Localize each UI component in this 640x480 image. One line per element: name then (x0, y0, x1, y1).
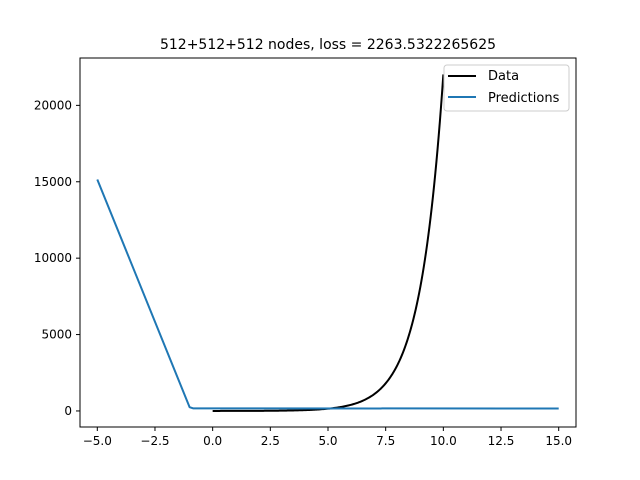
x-tick-label: 15.0 (545, 434, 572, 448)
x-tick-label: 10.0 (430, 434, 457, 448)
series-layer (96, 74, 559, 412)
x-tick-label: 0.0 (203, 434, 222, 448)
x-tick-label: −2.5 (140, 434, 169, 448)
y-tick-label: 5000 (41, 328, 72, 342)
plot-area: −5.0 −2.5 0.0 2.5 5.0 7.5 10.0 12.5 15.0 0 5000 10… (34, 57, 577, 448)
x-axis: −5.0 −2.5 0.0 2.5 5.0 7.5 10.0 12.5 15.0 (83, 427, 572, 448)
y-tick-label: 0 (64, 404, 72, 418)
legend-label-data: Data (488, 69, 519, 84)
y-tick-label: 10000 (34, 251, 72, 265)
series-line-predictions (96, 179, 559, 410)
x-tick-label: 2.5 (261, 434, 280, 448)
y-tick-label: 20000 (34, 98, 72, 112)
y-tick-label: 15000 (34, 175, 72, 189)
legend: Data Predictions (443, 64, 570, 112)
x-tick-label: 5.0 (318, 434, 337, 448)
x-tick-label: −5.0 (83, 434, 112, 448)
y-axis: 0 5000 10000 15000 20000 (34, 98, 80, 418)
x-tick-label: 12.5 (488, 434, 515, 448)
chart-title: 512+512+512 nodes, loss = 2263.532226562… (160, 37, 496, 53)
x-tick-label: 7.5 (376, 434, 395, 448)
legend-label-predictions: Predictions (488, 91, 560, 106)
